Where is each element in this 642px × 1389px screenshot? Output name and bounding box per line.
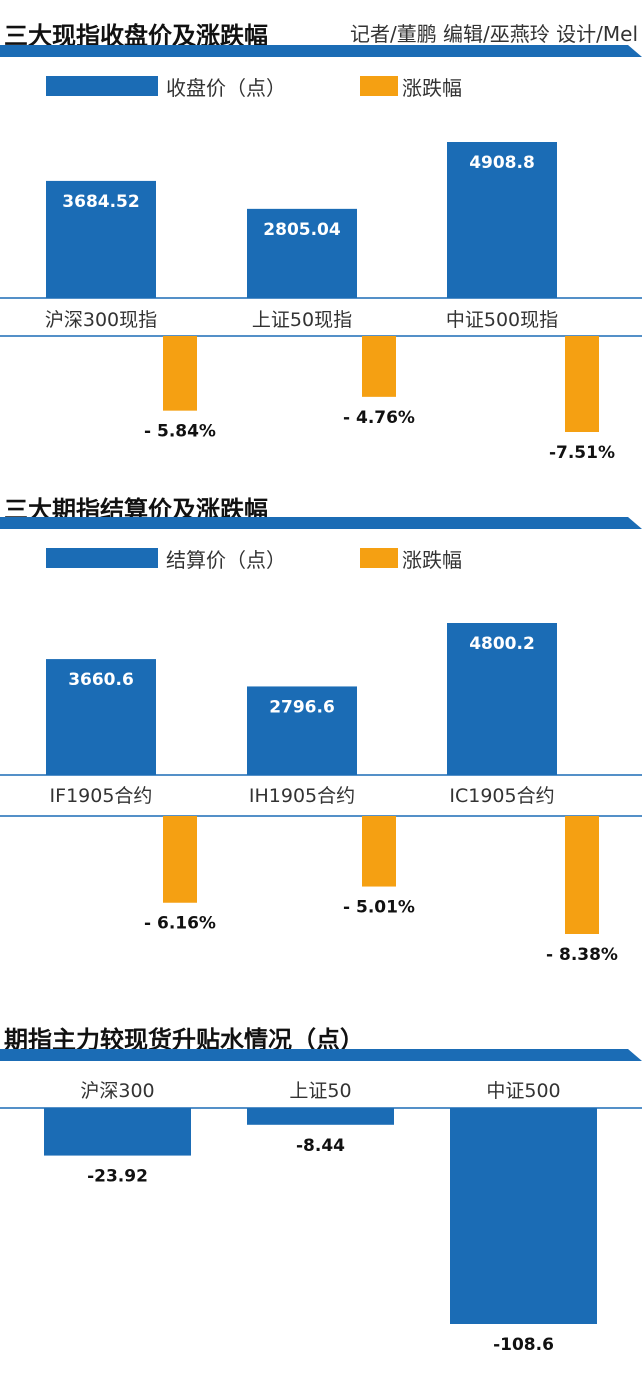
change-bar-label: - 5.84% bbox=[144, 422, 216, 442]
price-bar-label: 2805.04 bbox=[263, 220, 341, 240]
chart2-change-plot: - 6.16% - 5.01% - 8.38% bbox=[0, 815, 642, 965]
price-bar bbox=[247, 686, 357, 775]
premium-bar bbox=[450, 1108, 597, 1324]
chart3-plot: 沪深300 -23.92 上证50 -8.44 中证500 -108.6 bbox=[0, 1080, 642, 1355]
price-bar bbox=[46, 659, 156, 775]
category-label: IH1905合约 bbox=[249, 785, 355, 807]
legend-change-swatch bbox=[360, 76, 398, 96]
category-label: 上证50 bbox=[289, 1080, 351, 1102]
change-bar bbox=[163, 816, 197, 903]
category-label: 上证50现指 bbox=[252, 309, 352, 331]
premium-bar-label: -108.6 bbox=[493, 1335, 554, 1355]
change-bar-label: - 8.38% bbox=[546, 945, 618, 965]
premium-bar-label: -23.92 bbox=[87, 1167, 148, 1187]
price-bar-label: 4800.2 bbox=[469, 634, 535, 654]
chart1-plot: 3684.52 沪深300现指 2805.04 上证50现指 4908.8 中证500现指 bbox=[0, 142, 642, 331]
price-bar-label: 4908.8 bbox=[469, 153, 535, 173]
change-bar bbox=[565, 336, 599, 432]
chart1-title-band bbox=[0, 45, 642, 57]
legend-change2-swatch bbox=[360, 548, 398, 568]
category-label: 中证500现指 bbox=[446, 309, 558, 331]
price-bar bbox=[46, 180, 156, 298]
premium-bar-label: -8.44 bbox=[296, 1136, 345, 1156]
category-label: IF1905合约 bbox=[50, 785, 153, 807]
legend-close-swatch bbox=[46, 76, 158, 96]
legend-change-label: 涨跌幅 bbox=[402, 76, 462, 100]
price-bar-label: 3684.52 bbox=[62, 192, 139, 212]
premium-bar bbox=[247, 1108, 394, 1125]
chart1-change-plot: - 5.84% - 4.76% -7.51% bbox=[0, 335, 642, 463]
change-bar-label: - 5.01% bbox=[343, 898, 415, 918]
change-bar bbox=[362, 336, 396, 397]
price-bar bbox=[247, 208, 357, 298]
change-bar bbox=[163, 336, 197, 411]
legend-settle-swatch bbox=[46, 548, 158, 568]
change-bar-label: - 6.16% bbox=[144, 914, 216, 934]
price-bar-label: 3660.6 bbox=[68, 670, 134, 690]
legend-close-label: 收盘价（点） bbox=[166, 76, 286, 100]
category-label: 沪深300现指 bbox=[45, 309, 157, 331]
price-bar-label: 2796.6 bbox=[269, 697, 335, 717]
legend-settle-label: 结算价（点） bbox=[166, 548, 286, 572]
chart2-plot: 3660.6 IF1905合约 2796.6 IH1905合约 4800.2 IC1905… bbox=[0, 623, 642, 807]
price-bar bbox=[447, 142, 557, 298]
price-bar bbox=[447, 623, 557, 775]
chart2-title-band bbox=[0, 517, 642, 529]
category-label: 中证500 bbox=[486, 1080, 560, 1102]
chart3-title-band bbox=[0, 1049, 642, 1061]
category-label: IC1905合约 bbox=[449, 785, 554, 807]
change-bar bbox=[362, 816, 396, 887]
legend-change2-label: 涨跌幅 bbox=[402, 548, 462, 572]
change-bar-label: -7.51% bbox=[549, 443, 615, 463]
change-bar-label: - 4.76% bbox=[343, 408, 415, 428]
change-bar bbox=[565, 816, 599, 934]
credits: 记者/董鹏 编辑/巫燕玲 设计/Mel bbox=[349, 22, 638, 46]
premium-bar bbox=[44, 1108, 191, 1156]
category-label: 沪深300 bbox=[80, 1080, 154, 1102]
